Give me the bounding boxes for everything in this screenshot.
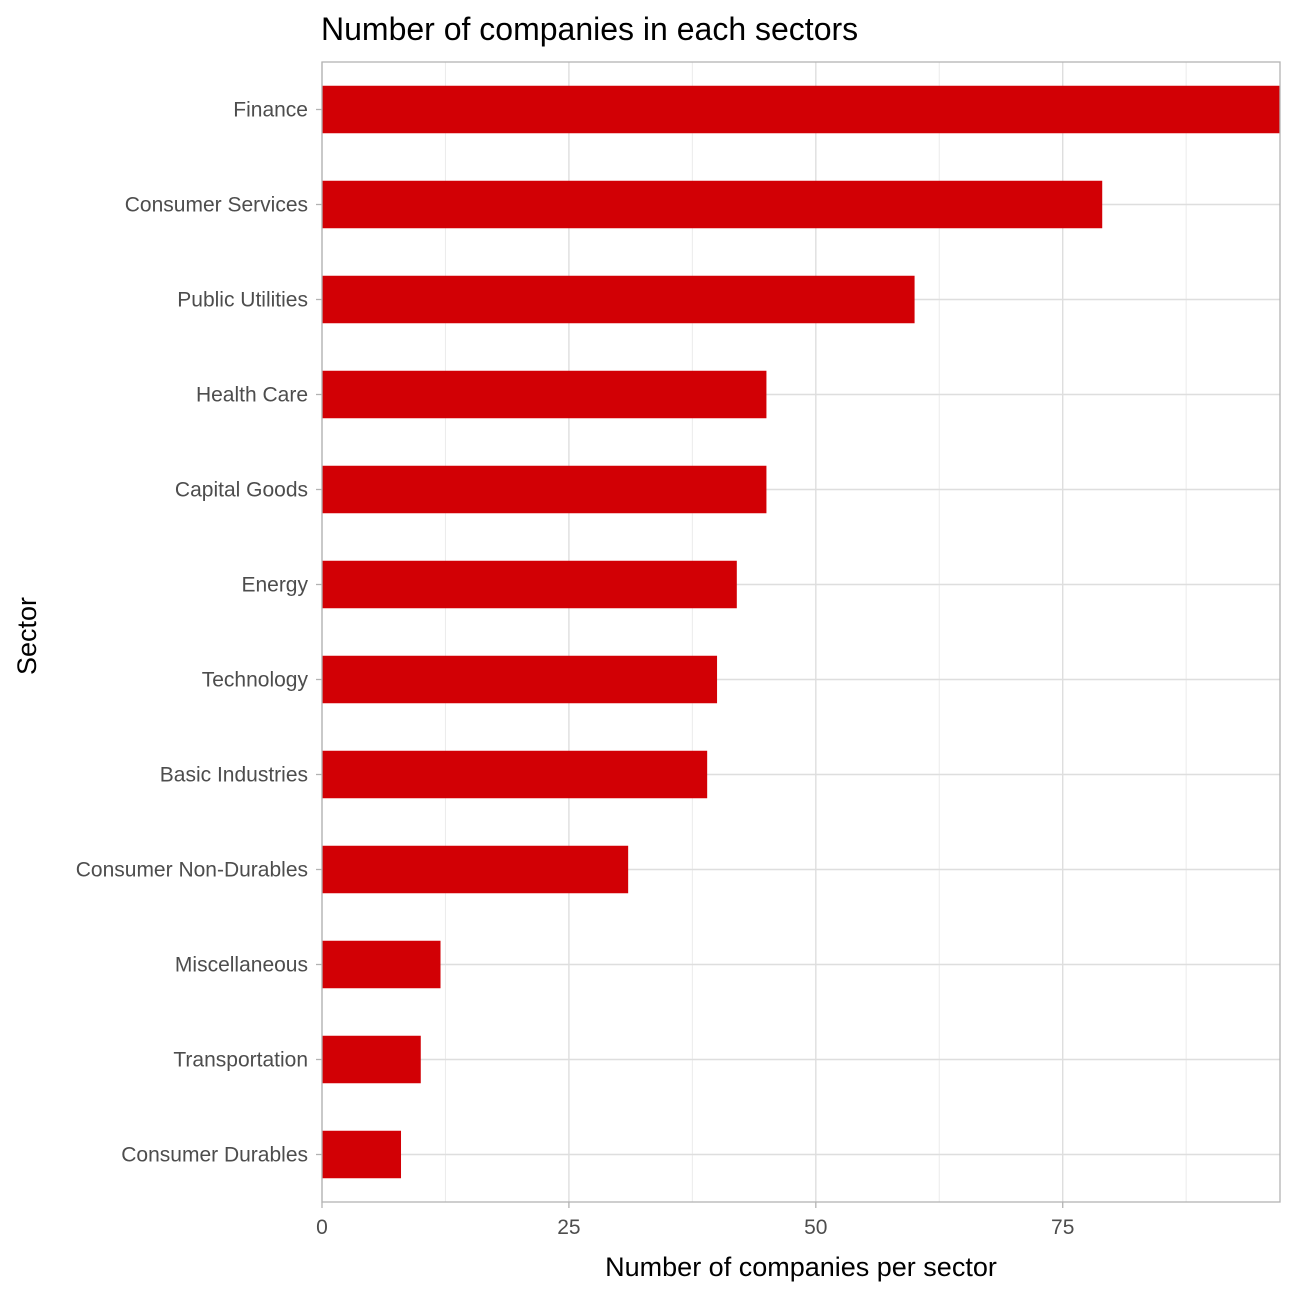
x-tick-label: 50 [804, 1216, 827, 1239]
bar [322, 1130, 402, 1179]
y-tick-label: Consumer Non-Durables [76, 859, 308, 882]
y-tick-label: Finance [233, 99, 308, 122]
panel-border [321, 61, 1281, 1203]
y-tick-label: Miscellaneous [175, 954, 308, 977]
bar [322, 85, 1280, 134]
y-tick-label: Public Utilities [177, 289, 308, 312]
y-tick-label: Basic Industries [160, 764, 308, 787]
labels-layer: Finance Consumer Services Public Utilities… [76, 99, 1075, 1240]
bar [322, 275, 915, 324]
y-tick-label: Consumer Services [125, 194, 308, 217]
bar [322, 180, 1103, 229]
y-tick-label: Transportation [173, 1049, 308, 1072]
bar [322, 465, 767, 514]
bar [322, 940, 441, 989]
bar [322, 560, 737, 609]
bar [322, 1035, 421, 1084]
bar [322, 750, 708, 799]
bar [322, 370, 767, 419]
bars-layer [322, 85, 1280, 1179]
y-tick-label: Health Care [196, 384, 308, 407]
chart-title: Number of companies in each sectors [321, 11, 858, 47]
y-tick-label: Technology [202, 669, 309, 692]
y-axis-title: Sector [12, 597, 42, 675]
grid-layer [321, 62, 1280, 1202]
x-tick-label: 0 [316, 1216, 328, 1239]
x-tick-label: 75 [1051, 1216, 1074, 1239]
bar [322, 845, 629, 894]
y-tick-label: Capital Goods [175, 479, 308, 502]
y-tick-label: Energy [241, 574, 308, 597]
ticks-layer [316, 108, 1064, 1208]
bar [322, 655, 718, 704]
y-tick-label: Consumer Durables [121, 1144, 308, 1167]
x-axis-title: Number of companies per sector [605, 1252, 997, 1282]
x-tick-label: 25 [557, 1216, 580, 1239]
